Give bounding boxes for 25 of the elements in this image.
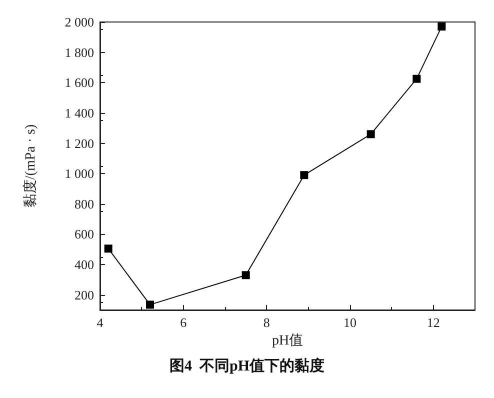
point (104, 244, 112, 253)
y-tick-label: 1 800 (64, 44, 94, 60)
x-tick-label: 6 (180, 315, 188, 330)
x-tick-label: 12 (426, 315, 440, 330)
point (300, 171, 308, 180)
point (412, 74, 421, 83)
y-tick-label: 1 400 (64, 105, 94, 120)
y-tick-label: 200 (74, 287, 94, 302)
point (438, 22, 446, 31)
y-axis-title: 黏度/(mPa · s) (22, 124, 38, 208)
point (366, 130, 375, 138)
x-axis-title: pH值 (272, 332, 304, 348)
y-tick-label: 800 (74, 196, 94, 212)
y-tick-label: 1 200 (64, 136, 94, 151)
y-tick-label: 400 (74, 257, 94, 272)
y-tick-label: 600 (74, 226, 94, 242)
y-tick-label: 1 600 (64, 75, 94, 90)
x-tick-label: 10 (344, 315, 356, 330)
point (146, 300, 154, 309)
caption: 图4 不同pH值下的黏度 (169, 356, 325, 374)
x-tick-label: 4 (96, 315, 104, 330)
point (242, 271, 250, 280)
x-tick-label: 8 (263, 315, 270, 330)
y-tick-label: 2 000 (64, 14, 94, 30)
y-tick-label: 1 000 (64, 166, 94, 182)
